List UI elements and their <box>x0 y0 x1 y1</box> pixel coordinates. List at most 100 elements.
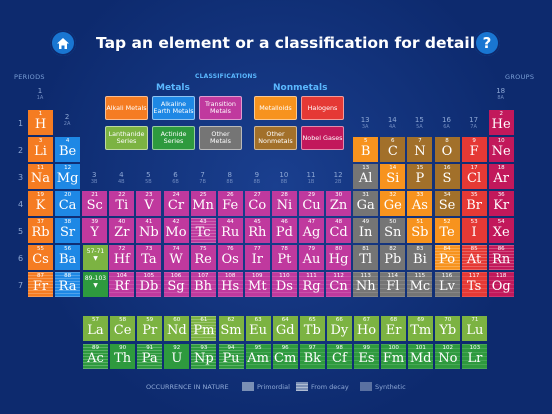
element-cu[interactable]: 29 Cu <box>299 191 324 216</box>
element-pt[interactable]: 78 Pt <box>271 245 297 270</box>
element-se[interactable]: 34 Se <box>434 191 460 216</box>
classification-other-metal[interactable]: Other Metals <box>199 126 242 150</box>
element-li[interactable]: 3 Li <box>28 137 53 162</box>
element-rb[interactable]: 37 Rb <box>28 218 53 243</box>
element-th[interactable]: 90 Th <box>110 344 136 369</box>
element-cd[interactable]: 48 Cd <box>326 218 352 243</box>
element-rf[interactable]: 104 Rf <box>109 272 135 297</box>
element-mg[interactable]: 12 Mg <box>55 164 81 189</box>
element-tc[interactable]: 43 Tc <box>190 218 216 243</box>
element-rh[interactable]: 45 Rh <box>244 218 270 243</box>
element-te[interactable]: 52 Te <box>434 218 460 243</box>
element-lu[interactable]: 71 Lu <box>462 316 488 341</box>
classification-noble[interactable]: Nobel Gases <box>301 126 344 150</box>
element-ge[interactable]: 32 Ge <box>380 191 406 216</box>
element-ti[interactable]: 22 Ti <box>109 191 135 216</box>
element-zn[interactable]: 30 Zn <box>326 191 352 216</box>
element-db[interactable]: 105 Db <box>136 272 162 297</box>
element-fm[interactable]: 100 Fm <box>381 344 407 369</box>
element-co[interactable]: 27 Co <box>244 191 270 216</box>
help-button[interactable]: ? <box>474 30 500 56</box>
element-pm[interactable]: 61 Pm <box>191 316 217 341</box>
element-ba[interactable]: 56 Ba <box>55 245 81 270</box>
element-y[interactable]: 39 Y <box>82 218 108 243</box>
element-hg[interactable]: 80 Hg <box>326 245 352 270</box>
element-bk[interactable]: 97 Bk <box>299 344 325 369</box>
element-u[interactable]: 92 U <box>164 344 190 369</box>
lanthanide-series-ref[interactable]: 57-71 ▼ <box>83 245 108 270</box>
element-gd[interactable]: 64 Gd <box>272 316 298 341</box>
element-at[interactable]: 85 At <box>461 245 487 270</box>
element-cm[interactable]: 96 Cm <box>272 344 298 369</box>
element-i[interactable]: 53 I <box>461 218 487 243</box>
classification-alkali[interactable]: Alkali Metals <box>105 96 148 120</box>
element-sc[interactable]: 21 Sc <box>82 191 108 216</box>
element-cl[interactable]: 17 Cl <box>461 164 487 189</box>
element-mc[interactable]: 115 Mc <box>407 272 433 297</box>
element-pu[interactable]: 94 Pu <box>218 344 244 369</box>
element-sn[interactable]: 50 Sn <box>380 218 406 243</box>
element-am[interactable]: 95 Am <box>245 344 271 369</box>
element-ds[interactable]: 110 Ds <box>271 272 297 297</box>
element-tb[interactable]: 65 Tb <box>299 316 325 341</box>
element-fr[interactable]: 87 Fr <box>28 272 53 297</box>
element-ir[interactable]: 77 Ir <box>244 245 270 270</box>
element-pd[interactable]: 46 Pd <box>271 218 297 243</box>
element-nd[interactable]: 60 Nd <box>164 316 190 341</box>
element-ce[interactable]: 58 Ce <box>110 316 136 341</box>
element-hs[interactable]: 108 Hs <box>217 272 243 297</box>
actinide-series-ref[interactable]: 89-103 ▼ <box>83 272 108 297</box>
element-ts[interactable]: 117 Ts <box>461 272 487 297</box>
home-button[interactable] <box>50 30 76 56</box>
classification-actinide[interactable]: Actinide Series <box>152 126 195 150</box>
element-rn[interactable]: 86 Rn <box>488 245 514 270</box>
element-zr[interactable]: 40 Zr <box>109 218 135 243</box>
element-mo[interactable]: 42 Mo <box>163 218 189 243</box>
classification-alkaline[interactable]: Alkaline Earth Metals <box>152 96 195 120</box>
element-ho[interactable]: 67 Ho <box>354 316 379 341</box>
element-ar[interactable]: 18 Ar <box>488 164 514 189</box>
element-cs[interactable]: 55 Cs <box>28 245 53 270</box>
element-yb[interactable]: 70 Yb <box>435 316 461 341</box>
element-fl[interactable]: 114 Fl <box>380 272 406 297</box>
element-pb[interactable]: 82 Pb <box>380 245 406 270</box>
element-he[interactable]: 2 He <box>488 110 514 135</box>
element-in[interactable]: 49 In <box>353 218 379 243</box>
element-bi[interactable]: 83 Bi <box>407 245 433 270</box>
element-re[interactable]: 75 Re <box>190 245 216 270</box>
classification-halogen[interactable]: Halogens <box>301 96 344 120</box>
element-po[interactable]: 84 Po <box>434 245 460 270</box>
element-s[interactable]: 16 S <box>434 164 460 189</box>
element-rg[interactable]: 111 Rg <box>299 272 324 297</box>
element-es[interactable]: 99 Es <box>354 344 379 369</box>
element-la[interactable]: 57 La <box>83 316 108 341</box>
element-ag[interactable]: 47 Ag <box>299 218 324 243</box>
element-hf[interactable]: 72 Hf <box>109 245 135 270</box>
element-os[interactable]: 76 Os <box>217 245 243 270</box>
element-sm[interactable]: 62 Sm <box>218 316 244 341</box>
element-mn[interactable]: 25 Mn <box>190 191 216 216</box>
element-bh[interactable]: 107 Bh <box>190 272 216 297</box>
element-au[interactable]: 79 Au <box>299 245 324 270</box>
element-er[interactable]: 68 Er <box>381 316 407 341</box>
element-tm[interactable]: 69 Tm <box>408 316 434 341</box>
element-ra[interactable]: 88 Ra <box>55 272 81 297</box>
element-as[interactable]: 33 As <box>407 191 433 216</box>
element-p[interactable]: 15 P <box>407 164 433 189</box>
element-sg[interactable]: 106 Sg <box>163 272 189 297</box>
element-ac[interactable]: 89 Ac <box>83 344 108 369</box>
element-dy[interactable]: 66 Dy <box>326 316 352 341</box>
element-v[interactable]: 23 V <box>136 191 162 216</box>
element-ru[interactable]: 44 Ru <box>217 218 243 243</box>
element-pa[interactable]: 91 Pa <box>137 344 163 369</box>
element-br[interactable]: 35 Br <box>461 191 487 216</box>
classification-other-nonmetal[interactable]: Other Nonmetals <box>254 126 297 150</box>
element-lv[interactable]: 116 Lv <box>434 272 460 297</box>
element-cr[interactable]: 24 Cr <box>163 191 189 216</box>
element-og[interactable]: 118 Og <box>488 272 514 297</box>
element-np[interactable]: 93 Np <box>191 344 217 369</box>
element-no[interactable]: 102 No <box>435 344 461 369</box>
